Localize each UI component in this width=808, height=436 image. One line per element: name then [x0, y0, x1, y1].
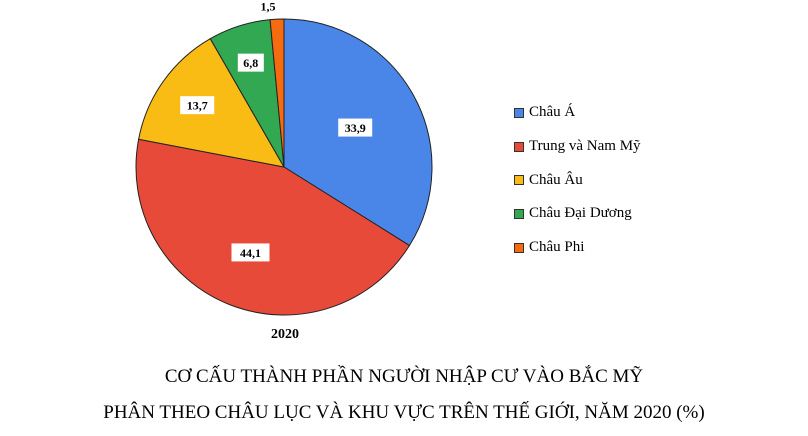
legend-swatch-trung-va-nam-my [514, 141, 524, 152]
legend-label-chau-dai-duong: Châu Đại Dương [529, 205, 632, 222]
legend-swatch-chau-au [514, 175, 524, 186]
data-label-chau-a: 33,9 [338, 118, 373, 137]
chart-title-line-1: CƠ CẤU THÀNH PHẦN NGƯỜI NHẬP CƯ VÀO BẮC … [164, 366, 644, 387]
legend-item-trung-va-nam-my: Trung và Nam Mỹ [514, 130, 764, 164]
legend-swatch-chau-phi [514, 242, 524, 253]
pie-slice-trung-va-nam-my [135, 138, 411, 316]
legend-label-trung-va-nam-my: Trung và Nam Mỹ [529, 138, 641, 155]
data-label-box-chau-a [338, 118, 373, 137]
data-label-chau-au: 13,7 [180, 96, 215, 115]
data-label-box-chau-au [180, 96, 215, 115]
data-label-chau-dai-duong: 6,8 [237, 53, 264, 72]
data-label-box-chau-dai-duong [237, 53, 264, 72]
data-label-text-chau-dai-duong: 6,8 [243, 56, 258, 70]
data-label-chau-phi: 1,5 [260, 0, 275, 14]
data-label-text-chau-phi: 1,5 [260, 0, 275, 14]
year-label: 2020 [271, 327, 299, 342]
chart-title-line-2: PHÂN THEO CHÂU LỤC VÀ KHU VỰC TRÊN THẾ G… [103, 402, 705, 423]
legend-label-chau-a: Châu Á [529, 104, 576, 121]
legend-item-chau-a: Châu Á [514, 96, 764, 130]
data-label-trung-va-nam-my: 44,1 [231, 243, 270, 262]
data-label-text-chau-a: 33,9 [345, 121, 366, 135]
legend-item-chau-phi: Châu Phi [514, 231, 764, 265]
chart-legend: Châu Á Trung và Nam Mỹ Châu Âu Châu Đại … [514, 96, 764, 264]
pie-slice-chau-phi [269, 18, 285, 168]
legend-swatch-chau-a [514, 107, 524, 118]
data-label-text-trung-va-nam-my: 44,1 [240, 246, 261, 260]
legend-label-chau-phi: Châu Phi [529, 239, 585, 256]
legend-label-chau-au: Châu Âu [529, 171, 583, 188]
legend-swatch-chau-dai-duong [514, 208, 524, 219]
legend-item-chau-dai-duong: Châu Đại Dương [514, 197, 764, 231]
legend-item-chau-au: Châu Âu [514, 163, 764, 197]
data-label-text-chau-au: 13,7 [187, 99, 208, 113]
data-label-box-trung-va-nam-my [231, 243, 270, 262]
